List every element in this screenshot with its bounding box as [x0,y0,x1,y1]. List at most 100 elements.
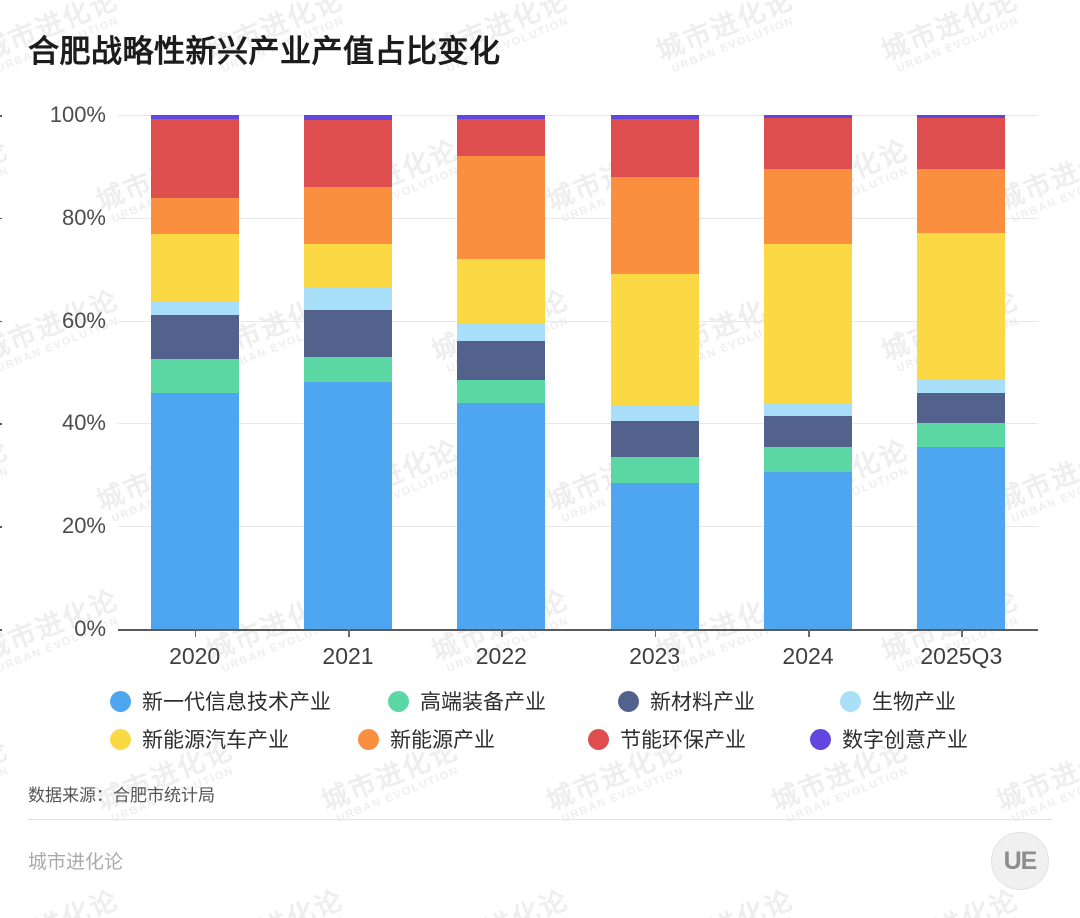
bar-segment[interactable] [457,115,546,119]
bar-segment[interactable] [304,382,392,629]
bar-segment[interactable] [150,315,239,360]
bar-segment[interactable] [610,118,699,177]
y-axis-tickmark [0,423,2,425]
bar-segment[interactable] [764,415,852,447]
bar-segment[interactable] [150,392,239,629]
bar-segment[interactable] [150,115,239,119]
chart-canvas: 0% 20% 40% 60% 80% 100% 2020 2021 2022 2023 2024 2… [0,100,1080,669]
bar-2020[interactable] [150,115,239,629]
bar-segment[interactable] [304,120,392,187]
bar-segment[interactable] [150,118,239,199]
y-axis-tickmark [0,115,2,117]
bar-segment[interactable] [457,118,546,157]
bar-segment[interactable] [457,323,546,342]
bar-2022[interactable] [457,115,546,629]
bar-segment[interactable] [764,115,852,118]
bar-2024[interactable] [764,115,852,629]
bar-segment[interactable] [764,243,852,403]
x-axis-tick-label: 2022 [475,643,527,669]
bar-segment[interactable] [764,446,852,473]
legend-item-7[interactable]: 数字创意产业 [810,720,968,758]
legend-label: 新一代信息技术产业 [142,691,331,714]
legend-label: 新能源产业 [390,729,495,752]
y-axis-tick-label: 80% [0,205,106,231]
bar-segment[interactable] [304,310,392,357]
source-note: 数据来源：合肥市统计局 [28,786,215,805]
legend-item-0[interactable]: 新一代信息技术产业 [110,682,331,720]
bar-segment[interactable] [917,392,1006,424]
legend-item-6[interactable]: 节能环保产业 [588,720,746,758]
x-axis-tickmark [961,629,963,637]
bar-segment[interactable] [457,258,546,324]
gridline-20 [118,526,1038,528]
bar-segment[interactable] [304,356,392,383]
legend-swatch-icon [618,690,639,712]
bar-segment[interactable] [917,115,1006,118]
legend-swatch-icon [110,728,131,750]
bar-segment[interactable] [457,379,546,403]
bar-segment[interactable] [150,234,239,302]
x-axis-tick-label: 2025Q3 [920,643,1003,669]
bar-segment[interactable] [150,359,239,393]
gridline-0 [118,629,1038,631]
bar-segment[interactable] [610,115,699,119]
legend-swatch-icon [110,690,131,712]
bar-2021[interactable] [304,115,392,629]
legend-row: 新一代信息技术产业 高端装备产业 新材料产业 生物产业 [110,682,990,720]
bar-segment[interactable] [917,423,1006,447]
footer-divider [28,819,1052,820]
y-axis-tickmark [0,320,2,323]
bar-segment[interactable] [457,402,546,629]
bar-segment[interactable] [610,176,699,275]
bar-segment[interactable] [764,402,852,416]
bar-segment[interactable] [304,115,392,121]
bar-segment[interactable] [150,301,239,316]
bar-segment[interactable] [304,187,392,244]
bar-segment[interactable] [917,169,1006,234]
bar-segment[interactable] [764,169,852,244]
x-axis-tickmark [501,629,503,637]
bar-segment[interactable] [917,379,1006,393]
y-axis-tick-label: 100% [0,102,106,128]
bar-segment[interactable] [610,405,699,421]
brand-logo-text: UE [1003,846,1038,875]
bar-segment[interactable] [610,456,699,483]
bar-segment[interactable] [917,446,1006,629]
bar-segment[interactable] [304,287,392,311]
y-axis-tick-label: 40% [0,410,106,436]
bar-segment[interactable] [610,482,699,629]
bar-segment[interactable] [764,117,852,170]
legend-label: 新能源汽车产业 [142,729,289,752]
legend-label: 数字创意产业 [842,729,968,752]
legend-item-3[interactable]: 生物产业 [840,682,956,720]
legend-row: 新能源汽车产业 新能源产业 节能环保产业 数字创意产业 [110,720,990,758]
bar-segment[interactable] [304,243,392,288]
legend-label: 高端装备产业 [420,691,546,714]
bar-segment[interactable] [917,117,1006,169]
bar-segment[interactable] [610,274,699,406]
y-axis-tickmark [0,217,2,220]
bar-2023[interactable] [610,115,699,629]
legend-item-5[interactable]: 新能源产业 [358,720,495,758]
gridline-60 [118,320,1038,322]
gridline-100 [118,115,1038,116]
x-axis-tickmark [808,629,810,637]
bar-2025Q3[interactable] [917,115,1006,629]
x-axis-tick-label: 2023 [629,643,681,669]
gridline-80 [118,217,1038,219]
bar-segment[interactable] [457,156,546,259]
bar-segment[interactable] [610,420,699,457]
legend-item-2[interactable]: 新材料产业 [618,682,755,720]
legend-item-1[interactable]: 高端装备产业 [388,682,546,720]
bar-segment[interactable] [457,341,546,380]
x-axis-tick-label: 2020 [169,643,221,669]
bar-segment[interactable] [150,198,239,235]
bar-segment[interactable] [764,472,852,629]
legend-label: 生物产业 [872,691,956,714]
legend-item-4[interactable]: 新能源汽车产业 [110,720,289,758]
bar-segment[interactable] [917,233,1006,380]
